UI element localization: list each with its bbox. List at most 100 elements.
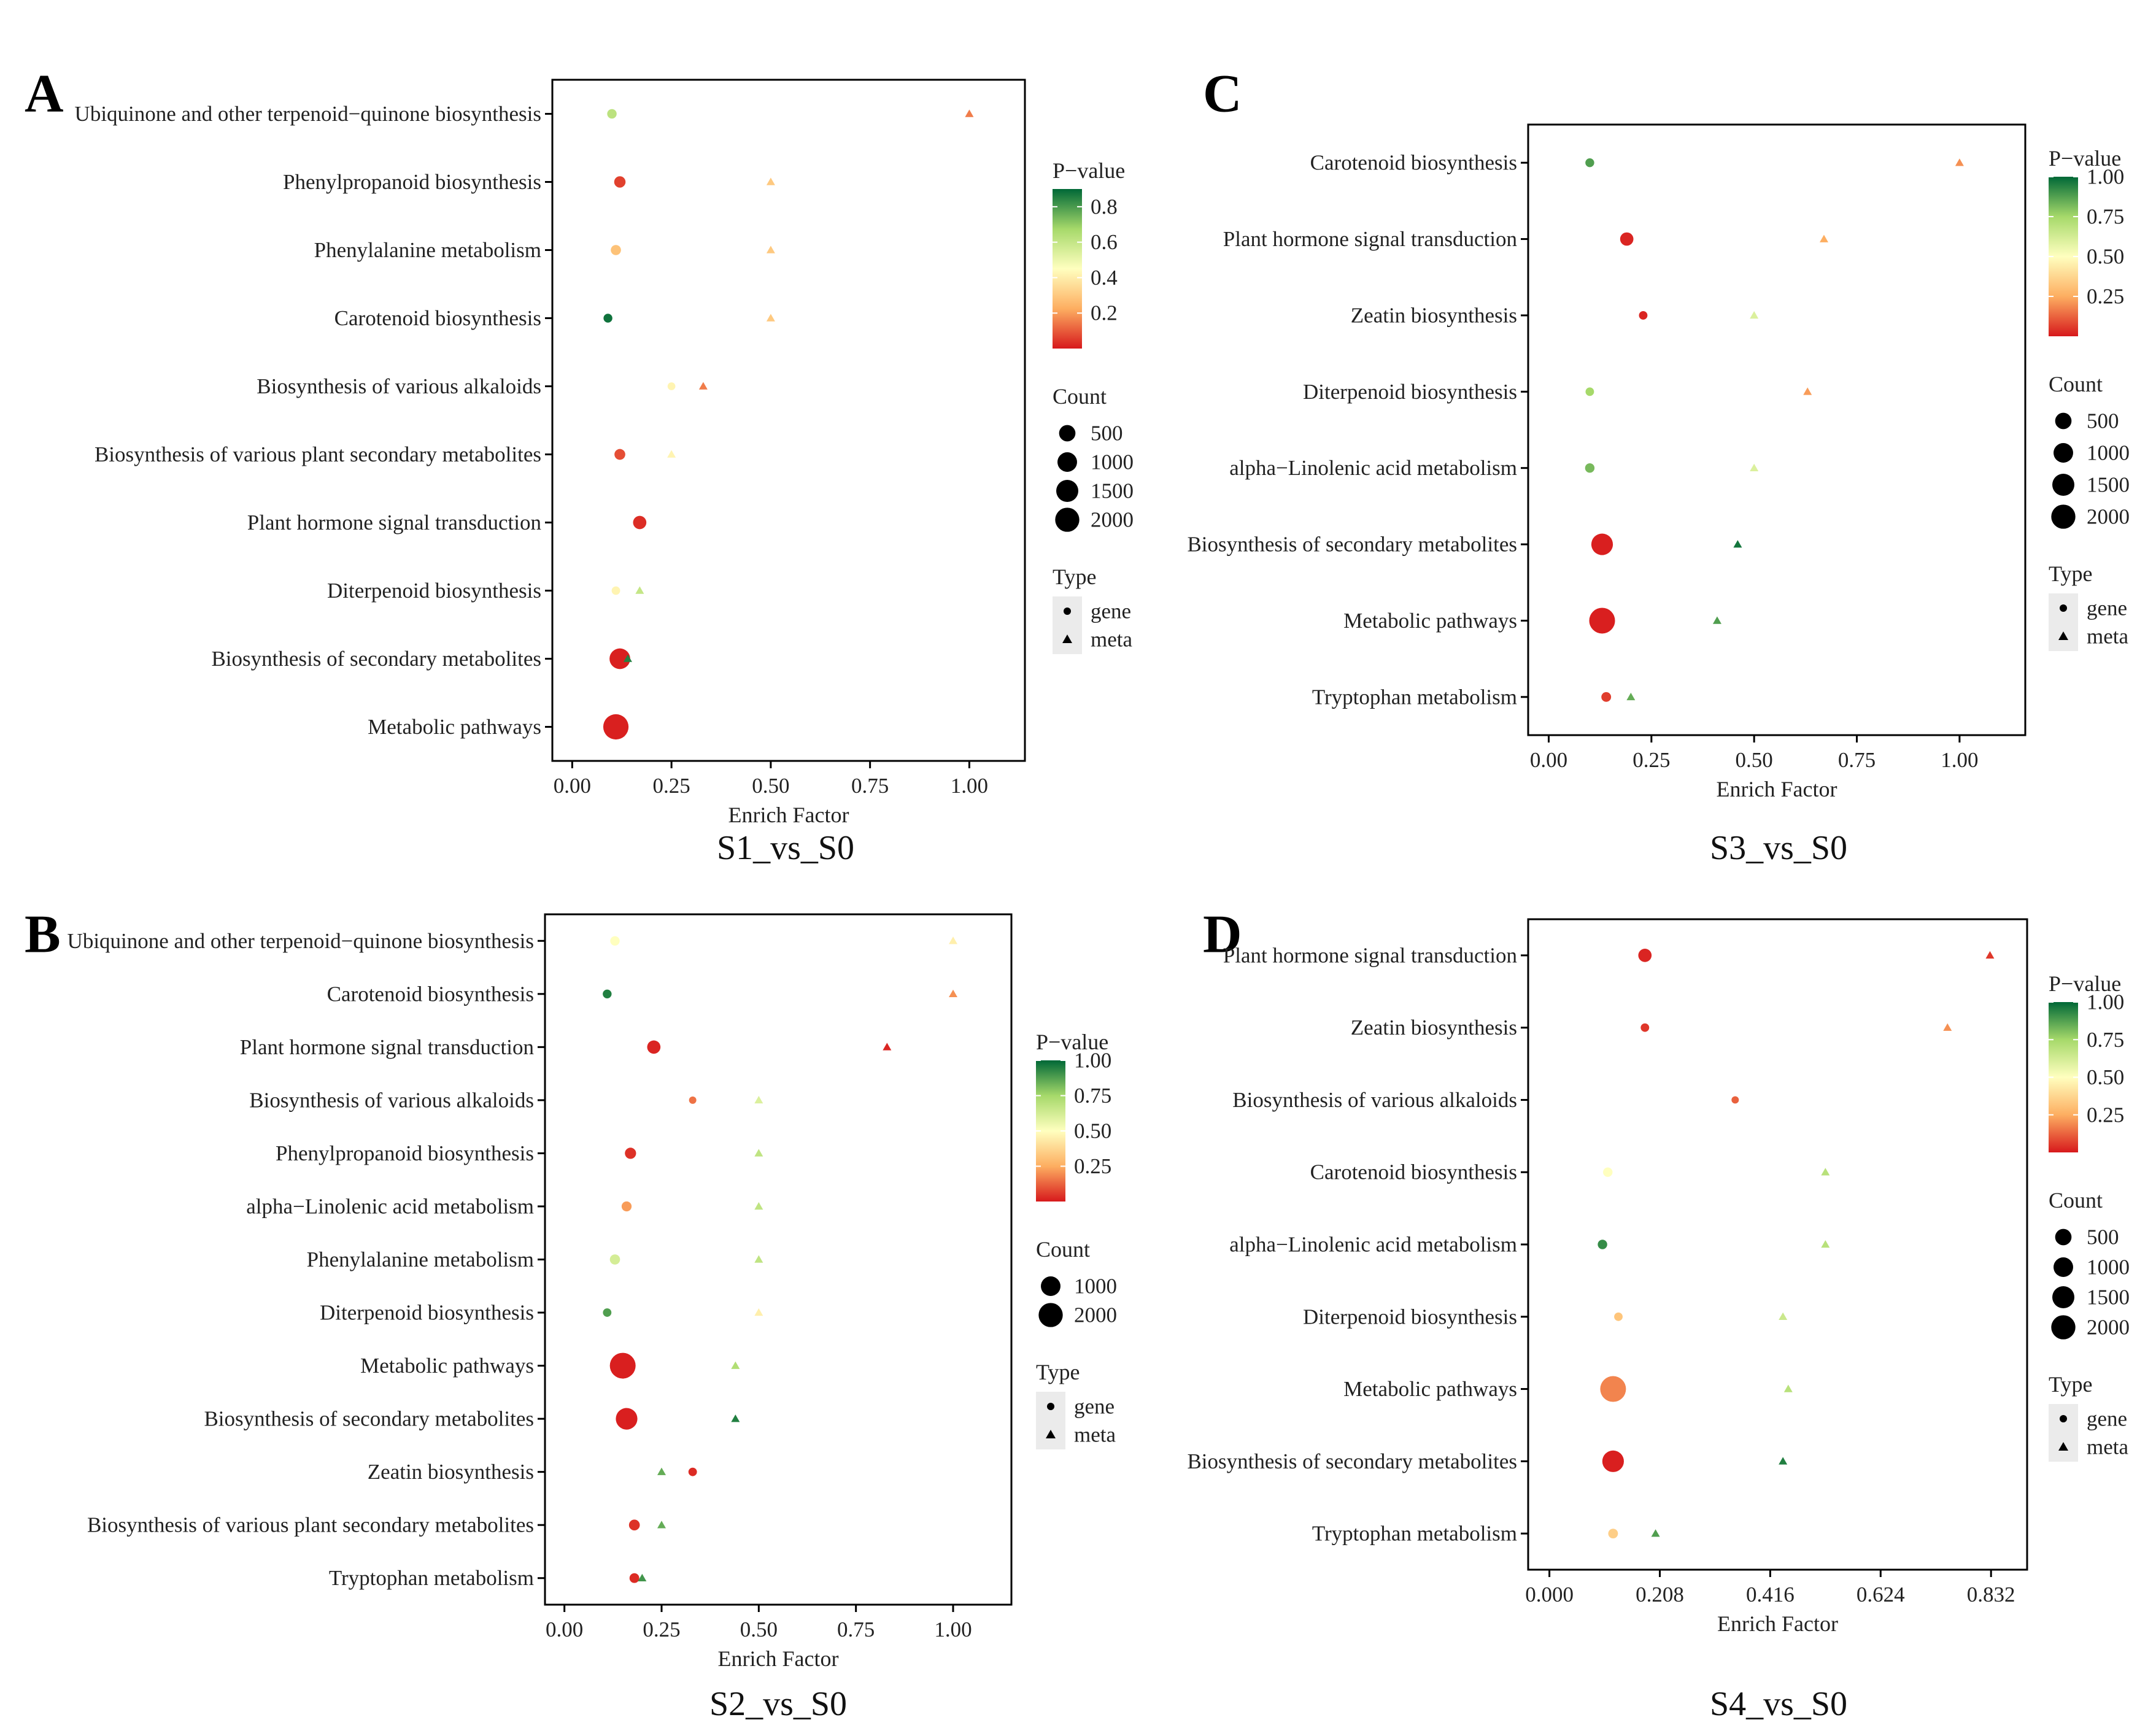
colorbar-tick-label: 0.6 xyxy=(1091,230,1118,254)
point-meta-biosynthesis-of-secondary-metabolites xyxy=(1733,540,1742,548)
x-tick-label: 0.00 xyxy=(1530,748,1567,772)
legend-count-label: 1500 xyxy=(1091,479,1134,503)
point-meta-biosynthesis-of-secondary-metabolites xyxy=(1779,1457,1788,1465)
legend-count-dot xyxy=(2052,474,2074,496)
colorbar-tick-label: 0.75 xyxy=(2087,205,2124,229)
legend-count-dot xyxy=(2055,1228,2072,1246)
y-tick-label: Ubiquinone and other terpenoid−quinone b… xyxy=(75,102,541,126)
point-meta-phenylpropanoid-biosynthesis xyxy=(754,1149,763,1157)
legend-meta-label: meta xyxy=(2087,1435,2128,1459)
pvalue-colorbar xyxy=(1053,189,1082,349)
point-meta-tryptophan-metabolism xyxy=(1626,692,1636,701)
legend-count-label: 1500 xyxy=(2087,473,2130,497)
point-gene-biosynthesis-of-various-plant-secondary-metabolites xyxy=(628,1519,640,1531)
x-tick-label: 0.00 xyxy=(546,1618,583,1641)
legend-type-key-bg xyxy=(1036,1392,1065,1449)
colorbar-tick-label: 0.50 xyxy=(2087,1065,2124,1089)
legend-count-dot xyxy=(2054,1257,2073,1277)
y-tick-label: Tryptophan metabolism xyxy=(1312,685,1517,709)
y-tick-label: Zeatin biosynthesis xyxy=(1351,303,1517,327)
legend-count-dot xyxy=(1041,1276,1061,1296)
y-tick-label: Phenylalanine metabolism xyxy=(307,1248,534,1271)
legend-type-title: Type xyxy=(2049,1372,2092,1397)
point-meta-biosynthesis-of-various-plant-secondary-metabolites xyxy=(667,450,676,458)
colorbar-tick-label: 0.25 xyxy=(2087,285,2124,309)
point-gene-diterpenoid-biosynthesis xyxy=(603,1308,612,1317)
point-meta-diterpenoid-biosynthesis xyxy=(1803,387,1812,395)
panel-c: C Carotenoid biosynthesis Plant hormone si… xyxy=(1187,64,2130,867)
colorbar-tick-label: 0.75 xyxy=(2087,1028,2124,1052)
point-gene-metabolic-pathways xyxy=(609,1352,636,1379)
legend-count-label: 2000 xyxy=(2087,1316,2130,1340)
legend-gene-label: gene xyxy=(1074,1395,1115,1419)
panel-subtitle: S4_vs_S0 xyxy=(1710,1685,1847,1723)
y-tick-label: alpha−Linolenic acid metabolism xyxy=(246,1194,534,1218)
x-tick-label: 0.416 xyxy=(1746,1583,1795,1606)
legend-count-label: 2000 xyxy=(2087,505,2130,529)
legend-count-dot xyxy=(1057,452,1077,472)
point-meta-phenylalanine-metabolism xyxy=(754,1255,763,1263)
point-meta-carotenoid-biosynthesis xyxy=(1955,158,1964,166)
x-axis-title: Enrich Factor xyxy=(718,1646,839,1671)
point-gene-biosynthesis-of-secondary-metabolites xyxy=(616,1408,638,1430)
y-tick-label: Biosynthesis of secondary metabolites xyxy=(204,1407,534,1431)
panel-subtitle: S3_vs_S0 xyxy=(1710,829,1847,867)
legend-type-key-bg xyxy=(2049,1404,2078,1462)
point-meta-tryptophan-metabolism xyxy=(1651,1529,1660,1537)
point-gene-phenylpropanoid-biosynthesis xyxy=(614,176,626,188)
legend-count-label: 2000 xyxy=(1074,1303,1117,1327)
panel-subtitle: S1_vs_S0 xyxy=(717,829,854,867)
legend-count-dot xyxy=(2054,443,2073,463)
legend-pvalue-title: P−value xyxy=(1036,1030,1108,1054)
point-meta-carotenoid-biosynthesis xyxy=(1821,1168,1830,1176)
point-meta-ubiquinone-and-other-terpenoid-quinone-biosynthesis xyxy=(949,936,957,944)
y-tick-label: Metabolic pathways xyxy=(360,1354,534,1378)
y-tick-label: alpha−Linolenic acid metabolism xyxy=(1229,456,1517,480)
legend-gene-label: gene xyxy=(1091,600,1131,623)
y-tick-label: Biosynthesis of secondary metabolites xyxy=(211,647,541,671)
colorbar-tick-label: 1.00 xyxy=(1074,1049,1111,1073)
x-tick-label: 0.75 xyxy=(837,1618,875,1641)
x-tick-label: 0.25 xyxy=(652,774,690,798)
legend-count-dot xyxy=(2051,504,2076,529)
legend-pvalue-title: P−value xyxy=(1053,158,1125,183)
legend-type-key-bg xyxy=(2049,593,2078,651)
point-meta-biosynthesis-of-secondary-metabolites xyxy=(623,654,632,662)
y-tick-label: Metabolic pathways xyxy=(368,715,541,739)
legend-count-title: Count xyxy=(1053,384,1107,409)
panel-a: A Ubiquinone and other terpenoid−quinone … xyxy=(25,64,1134,867)
x-tick-label: 0.25 xyxy=(643,1618,680,1641)
legend-count-dot xyxy=(2052,1286,2074,1308)
legend-meta-label: meta xyxy=(1091,628,1132,652)
y-tick-label: Carotenoid biosynthesis xyxy=(327,982,534,1006)
point-gene-plant-hormone-signal-transduction xyxy=(647,1040,661,1054)
legend-meta-triangle xyxy=(2058,631,2068,640)
y-tick-label: Tryptophan metabolism xyxy=(1312,1522,1517,1546)
legend-count-label: 1000 xyxy=(2087,441,2130,465)
point-meta-plant-hormone-signal-transduction xyxy=(883,1043,892,1051)
point-meta-zeatin-biosynthesis xyxy=(1750,310,1759,319)
point-meta-plant-hormone-signal-transduction xyxy=(1985,951,1995,959)
y-tick-label: Plant hormone signal transduction xyxy=(247,511,541,534)
x-tick-label: 0.50 xyxy=(1736,748,1773,772)
y-tick-label: Plant hormone signal transduction xyxy=(240,1035,534,1059)
colorbar-tick-label: 1.00 xyxy=(2087,990,2124,1014)
point-meta-ubiquinone-and-other-terpenoid-quinone-biosynthesis xyxy=(965,109,974,117)
panel-label: C xyxy=(1203,64,1242,124)
y-tick-label: Plant hormone signal transduction xyxy=(1223,943,1517,967)
y-tick-label: Diterpenoid biosynthesis xyxy=(1303,380,1517,404)
x-tick-label: 0.75 xyxy=(851,774,889,798)
point-gene-biosynthesis-of-various-alkaloids xyxy=(667,382,676,390)
y-tick-label: Diterpenoid biosynthesis xyxy=(1303,1305,1517,1329)
point-gene-zeatin-biosynthesis xyxy=(1640,1023,1650,1032)
colorbar-tick-label: 0.50 xyxy=(1074,1119,1111,1143)
point-gene-biosynthesis-of-various-alkaloids xyxy=(1731,1096,1739,1104)
legend-meta-triangle xyxy=(1046,1430,1056,1438)
y-tick-label: Carotenoid biosynthesis xyxy=(334,306,541,330)
point-gene-plant-hormone-signal-transduction xyxy=(1638,949,1652,962)
colorbar-tick-label: 0.25 xyxy=(1074,1154,1111,1178)
plot-frame xyxy=(1527,123,2027,736)
x-tick-label: 0.832 xyxy=(1967,1583,2015,1606)
y-tick-label: Carotenoid biosynthesis xyxy=(1310,1160,1517,1184)
